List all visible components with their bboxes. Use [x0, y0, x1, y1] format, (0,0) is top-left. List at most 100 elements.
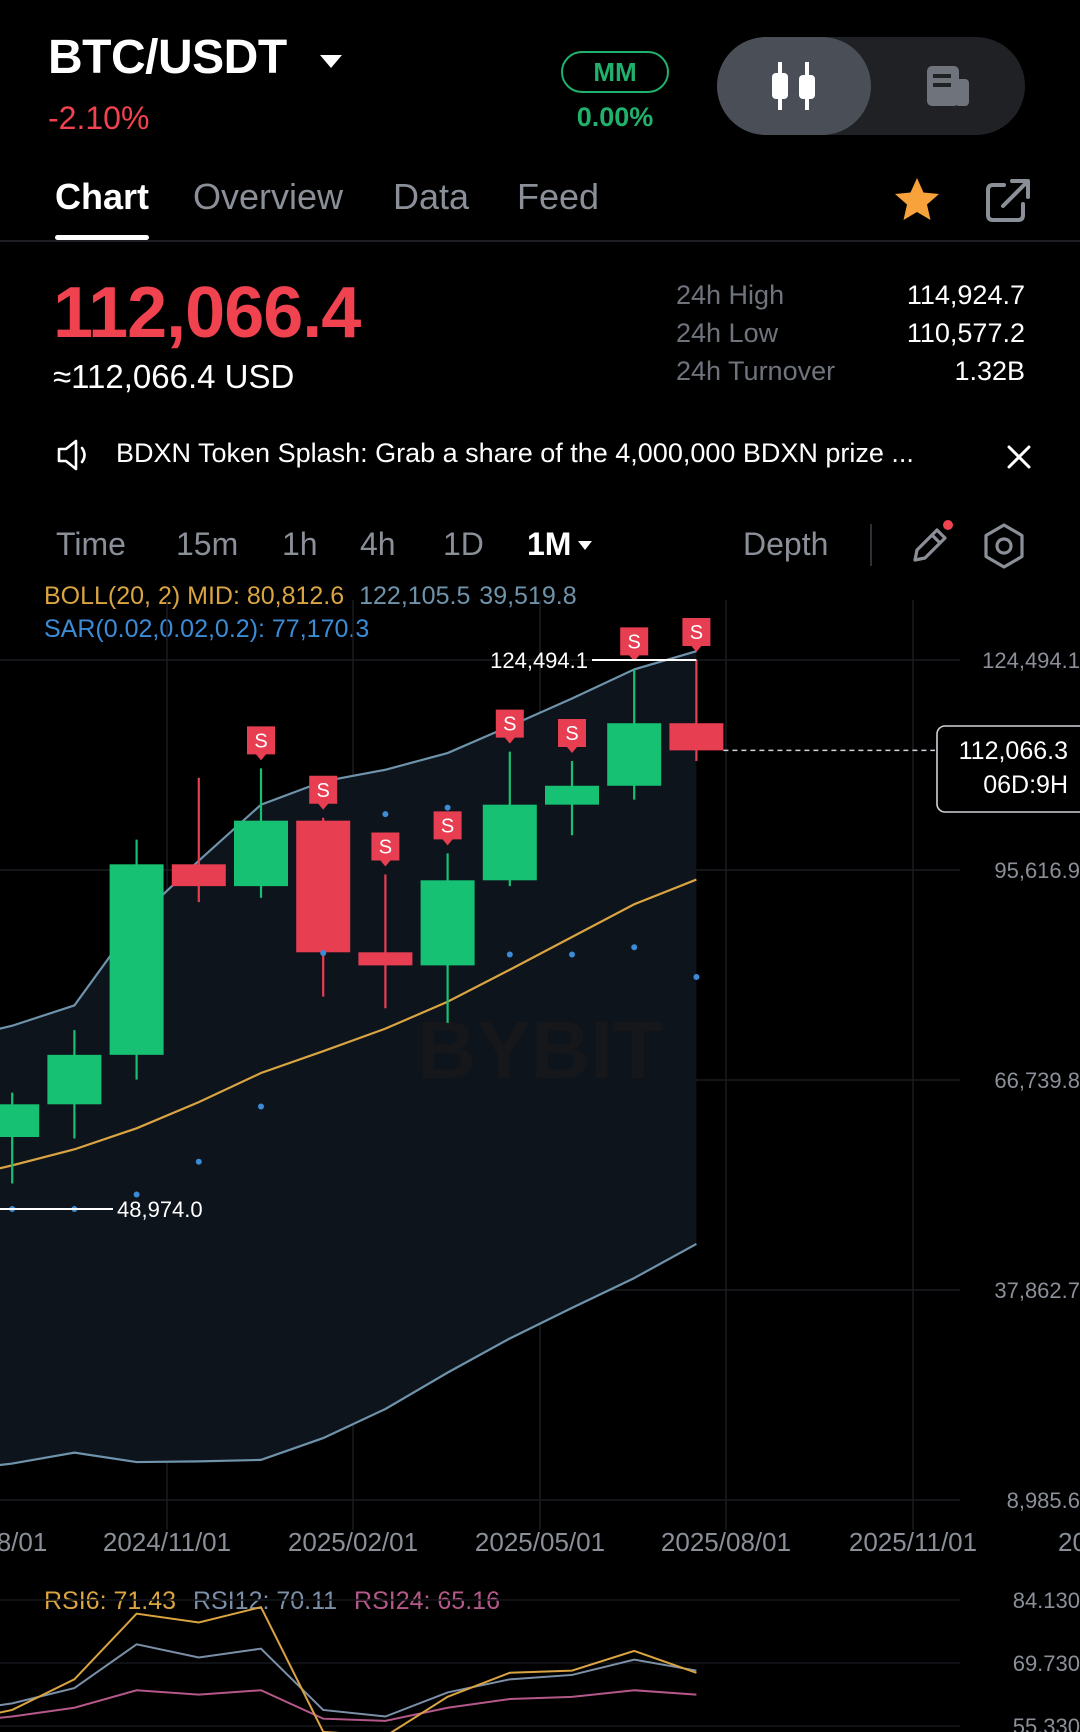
price-change-percent: -2.10% — [48, 100, 150, 136]
boll-lower-value: 39,519.8 — [479, 582, 577, 610]
x-axis-tick: 2025/05/01 — [475, 1527, 605, 1557]
x-axis-tick: 2024/11/01 — [103, 1527, 231, 1557]
candle-body — [358, 952, 413, 966]
sar-legend: SAR(0.02,0.02,0.2): 77,170.3 — [44, 615, 370, 643]
share-icon[interactable] — [983, 175, 1033, 225]
sell-signal-label: S — [565, 723, 578, 745]
sell-signal-marker: S — [433, 811, 462, 846]
mm-value: 0.00% — [576, 102, 654, 132]
x-axis-tick: 8/01 — [0, 1527, 47, 1557]
depth-button[interactable]: Depth — [743, 526, 829, 562]
sell-signal-marker: S — [682, 618, 711, 652]
current-price-label: 112,066.3 — [959, 737, 1068, 765]
tab-chart[interactable]: Chart — [55, 176, 150, 217]
rsi24-line — [0, 1689, 697, 1722]
candle-body — [296, 820, 351, 953]
sell-signal-marker: S — [620, 627, 649, 662]
sell-signal-badge — [620, 627, 649, 662]
candlestick-view-button[interactable] — [717, 37, 871, 135]
timeframe-chevron-down-icon[interactable] — [578, 541, 592, 550]
candle-body — [545, 785, 599, 805]
sell-signal-badge — [247, 726, 275, 761]
timeframe-1h[interactable]: 1h — [282, 526, 318, 562]
current-price-box — [936, 725, 1080, 813]
sell-signal-badge — [309, 775, 338, 810]
boll-legend: BOLL(20, 2) MID: 80,812.6 122,105.5 39,5… — [44, 582, 577, 611]
timeframe-time[interactable]: Time — [56, 526, 126, 562]
x-axis-tick: 2025/11/01 — [849, 1527, 977, 1557]
high-price-label: 124,494.1 — [490, 648, 588, 673]
active-tab-indicator — [55, 235, 149, 240]
tab-overview[interactable]: Overview — [193, 176, 344, 217]
candle-body — [0, 1104, 40, 1138]
rsi24-label: RSI24: 65.16 — [354, 1587, 500, 1615]
sar-dot — [444, 804, 451, 811]
pair-dropdown-chevron-icon[interactable] — [320, 55, 342, 68]
sell-signal-marker: S — [309, 775, 338, 810]
sell-signal-badge — [495, 709, 524, 744]
timeframe-4h[interactable]: 4h — [360, 526, 396, 562]
sell-signal-label: S — [254, 730, 267, 752]
rsi-y-tick: 69.730 — [1013, 1651, 1080, 1676]
sar-dot — [506, 951, 513, 958]
candle-body — [482, 804, 537, 881]
sell-signal-marker: S — [495, 709, 524, 744]
sell-signal-badge — [558, 719, 586, 754]
news-icon — [927, 66, 969, 106]
x-axis-tick: 2025/08/01 — [661, 1527, 791, 1557]
sar-dot — [569, 951, 575, 958]
timeframe-1m[interactable]: 1M — [527, 526, 572, 562]
announcement-text[interactable]: BDXN Token Splash: Grab a share of the 4… — [116, 438, 914, 468]
low-price-label: 48,974.0 — [117, 1197, 203, 1222]
boll-upper-value: 122,105.5 — [359, 582, 471, 610]
rsi-y-tick: 84.130 — [1013, 1588, 1080, 1613]
sar-dot — [258, 1103, 264, 1110]
boll-mid-label: BOLL(20, 2) MID: 80,812.6 — [44, 582, 345, 610]
mm-badge[interactable]: MM — [561, 51, 669, 93]
sar-dot — [382, 811, 389, 818]
tab-data[interactable]: Data — [393, 176, 470, 217]
sell-signal-label: S — [441, 815, 454, 837]
stat-label-low: 24h Low — [676, 318, 779, 348]
candle-body — [420, 880, 475, 966]
y-axis-tick: 66,739.8 — [994, 1068, 1080, 1093]
stat-label-high: 24h High — [676, 280, 785, 310]
favorite-star-icon[interactable] — [892, 175, 942, 225]
trading-pair-title[interactable]: BTC/USDT — [48, 31, 287, 84]
timeframe-15m[interactable]: 15m — [176, 526, 239, 562]
candle-body — [47, 1054, 102, 1105]
news-view-button[interactable] — [871, 37, 1025, 135]
sell-signal-marker: S — [371, 832, 400, 867]
boll-mid-line — [0, 878, 697, 1170]
sell-signal-label: S — [690, 622, 703, 644]
chart-settings-icon[interactable] — [980, 522, 1028, 570]
sell-signal-label: S — [628, 631, 641, 653]
sar-dot — [133, 1191, 140, 1198]
candle-body — [109, 864, 164, 1055]
announcement-speaker-icon — [57, 439, 86, 471]
timeframe-1d[interactable]: 1D — [443, 526, 484, 562]
y-axis-tick: 37,862.7 — [994, 1278, 1080, 1303]
close-announcement-icon[interactable] — [1005, 443, 1033, 471]
sell-signal-badge — [433, 811, 462, 846]
rsi-chart[interactable]: 84.130 69.730 55.330 — [0, 1580, 1080, 1732]
sell-signal-label: S — [503, 714, 516, 736]
y-axis-tick: 124,494.1 — [982, 648, 1080, 673]
y-axis-tick: 95,616.9 — [994, 858, 1080, 883]
stat-value-high: 114,924.7 — [906, 280, 1025, 310]
x-axis-tick: 2026 — [1058, 1527, 1080, 1557]
header-divider — [0, 240, 1080, 242]
sar-dot — [195, 1158, 202, 1165]
drawing-pencil-icon[interactable] — [905, 520, 955, 570]
candle-body — [607, 723, 662, 786]
rsi12-line — [0, 1643, 697, 1718]
sell-signal-marker: S — [247, 726, 275, 761]
sar-dot — [693, 974, 700, 981]
candlestick-chart[interactable]: BYBIT S S S S S S S S 124,494.1 48,974.0 112,066.3 0… — [0, 600, 1080, 1600]
tab-feed[interactable]: Feed — [517, 176, 600, 217]
sar-dot — [631, 944, 638, 951]
boll-lower-line — [0, 1242, 697, 1467]
countdown-label: 06D:9H — [983, 771, 1068, 799]
rsi-y-tick: 55.330 — [1013, 1714, 1080, 1732]
candle-body — [171, 864, 226, 887]
